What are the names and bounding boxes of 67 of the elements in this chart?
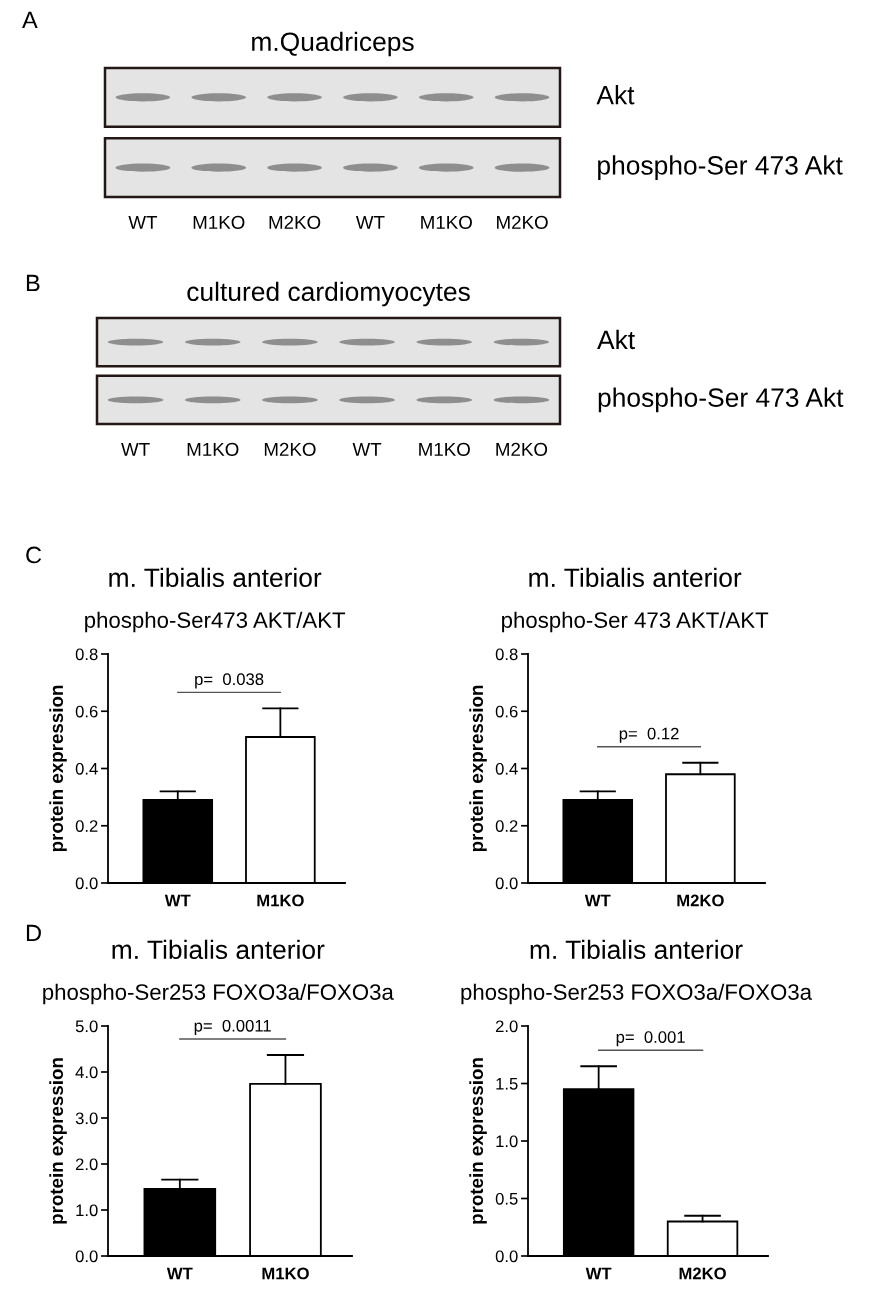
y-tick-label: 0.6 <box>495 705 518 718</box>
y-tick-label: 4.0 <box>75 1066 98 1079</box>
y-tick-label: 3.0 <box>75 1112 98 1125</box>
annotation: p= 0.12 <box>619 727 679 743</box>
x-tick-label: M1KO <box>257 894 304 907</box>
category-label: M1KO <box>193 215 245 230</box>
annotation: p= 0.038 <box>195 673 264 689</box>
category-label: WT <box>355 215 385 229</box>
category-label: phospho-Ser 473 Akt <box>598 387 844 413</box>
x-tick-label: WT <box>166 1267 193 1280</box>
y-tick-label: 0.2 <box>495 820 518 832</box>
category-label: M2KO <box>269 215 321 230</box>
text: cultured cardiomyocytes <box>187 281 470 307</box>
y-tick-label: 1.0 <box>76 1204 98 1217</box>
y-axis-title: protein expression <box>469 685 487 852</box>
category-label: M1KO <box>421 215 472 230</box>
y-axis-title: protein expression <box>469 1058 487 1224</box>
chart-title: m. Tibialis anterior <box>529 567 742 588</box>
annotation: p= 0.001 <box>616 1031 685 1047</box>
y-axis-title: protein expression <box>49 1058 67 1224</box>
y-tick-label: 2.0 <box>495 1020 518 1033</box>
x-tick-label: M1KO <box>262 1267 309 1280</box>
y-tick-label: 0.5 <box>495 1192 518 1205</box>
chart-title: m. Tibialis anterior <box>112 939 325 960</box>
y-tick-label: 0.4 <box>75 762 98 775</box>
chart-subtitle: phospho-Ser253 FOXO3a/FOXO3a <box>43 983 394 1005</box>
y-tick-label: 5.0 <box>75 1020 98 1033</box>
category-label: WT <box>121 442 150 456</box>
x-tick-label: WT <box>584 894 611 907</box>
y-tick-label: 0.0 <box>495 1250 518 1263</box>
text: B <box>26 274 40 292</box>
category-label: M2KO <box>264 442 316 457</box>
y-tick-label: 1.5 <box>496 1078 518 1090</box>
y-tick-label: 0.8 <box>75 648 98 661</box>
x-tick-label: WT <box>585 1267 612 1280</box>
text: D <box>26 924 41 942</box>
y-tick-label: 0.6 <box>75 705 98 718</box>
annotation: p= 0.0011 <box>194 1019 271 1035</box>
chart-subtitle: phospho-Ser473 AKT/AKT <box>85 611 346 633</box>
chart-subtitle: phospho-Ser253 FOXO3a/FOXO3a <box>461 983 813 1005</box>
text: C <box>26 546 42 564</box>
x-tick-label: M2KO <box>679 1267 726 1280</box>
text: A <box>22 11 38 29</box>
x-tick-label: M2KO <box>677 894 724 907</box>
category-label: phospho-Ser 473 Akt <box>598 155 843 180</box>
y-axis-title: protein expression <box>49 685 67 852</box>
category-label: M2KO <box>497 215 548 230</box>
text: m.Quadriceps <box>252 31 414 57</box>
y-tick-label: 0.8 <box>495 648 518 661</box>
category-label: M1KO <box>419 442 470 457</box>
chart-subtitle: phospho-Ser 473 AKT/AKT <box>502 611 769 633</box>
category-label: WT <box>352 442 382 456</box>
chart-title: m. Tibialis anterior <box>109 567 322 588</box>
x-tick-label: WT <box>164 894 191 907</box>
category-label: Akt <box>596 85 635 105</box>
category-label: WT <box>128 215 158 229</box>
y-tick-label: 2.0 <box>75 1158 98 1171</box>
y-tick-label: 0.0 <box>75 1250 98 1263</box>
y-tick-label: 0.0 <box>75 877 98 890</box>
y-tick-label: 1.0 <box>496 1135 518 1148</box>
category-label: M2KO <box>496 442 548 457</box>
y-tick-label: 0.0 <box>495 877 518 890</box>
category-label: Akt <box>597 329 635 350</box>
category-label: M1KO <box>187 442 239 457</box>
y-tick-label: 0.4 <box>495 762 518 775</box>
chart-title: m. Tibialis anterior <box>530 939 743 960</box>
y-tick-label: 0.2 <box>75 820 98 832</box>
